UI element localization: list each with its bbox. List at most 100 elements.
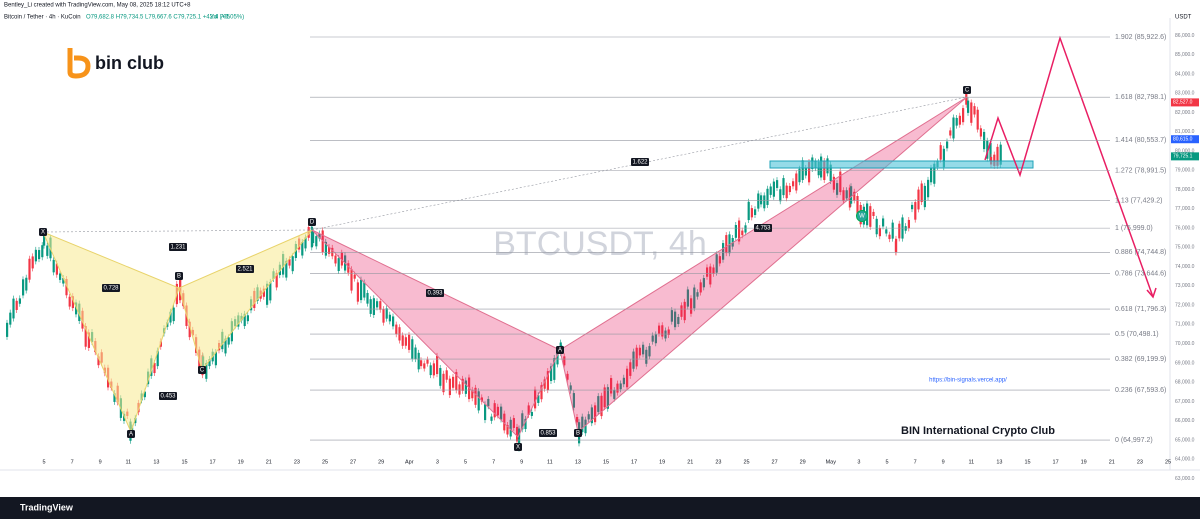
candle xyxy=(760,195,763,205)
candle xyxy=(885,229,888,234)
candle xyxy=(856,196,859,215)
candle xyxy=(895,238,898,253)
candle xyxy=(382,309,385,323)
projection xyxy=(984,35,1154,298)
candle xyxy=(792,181,795,187)
price-tick-label: 83,000.0 xyxy=(1175,91,1195,97)
candle xyxy=(728,234,731,254)
candle xyxy=(401,335,404,346)
candle xyxy=(417,352,420,370)
point-label: B xyxy=(576,431,580,437)
date-label: 29 xyxy=(800,459,806,465)
candle xyxy=(670,310,673,322)
url[interactable]: https://bin-signals.vercel.app/ xyxy=(929,378,1007,384)
candle xyxy=(512,418,515,428)
candle xyxy=(392,316,395,327)
candle xyxy=(779,189,782,202)
price-tick-label: 78,000.0 xyxy=(1175,187,1195,193)
candle xyxy=(442,373,445,393)
candle xyxy=(62,277,65,284)
point-box xyxy=(39,228,47,236)
candle xyxy=(227,337,230,345)
price-tick-label: 84,000.0 xyxy=(1175,71,1195,77)
date-label: Apr xyxy=(405,459,414,465)
candle xyxy=(315,236,318,247)
projection-arrow xyxy=(1146,287,1157,299)
price-tick-label: 71,000.0 xyxy=(1175,322,1195,328)
candle xyxy=(31,256,34,269)
candle xyxy=(801,160,804,181)
candle xyxy=(979,128,982,137)
date-label: 25 xyxy=(322,459,328,465)
candle xyxy=(490,416,493,421)
candle xyxy=(677,317,680,325)
candle xyxy=(546,371,549,391)
candle xyxy=(622,377,625,385)
candle xyxy=(318,233,321,239)
point-label: X xyxy=(41,230,45,236)
candle xyxy=(404,337,407,346)
date-label: May xyxy=(826,459,837,465)
candle xyxy=(741,230,744,236)
point-label: D xyxy=(310,220,315,226)
candle xyxy=(269,281,272,301)
logo: bin club xyxy=(95,53,164,73)
candle xyxy=(718,256,721,264)
credit: Bentley_Li created with TradingView.com,… xyxy=(4,3,191,9)
candle xyxy=(68,296,71,307)
candle xyxy=(328,247,331,254)
date-label: 21 xyxy=(1109,459,1115,465)
candle xyxy=(911,204,914,210)
candle xyxy=(651,335,654,342)
candle xyxy=(882,218,885,227)
candle xyxy=(214,351,217,366)
candle xyxy=(337,258,340,272)
candle xyxy=(600,395,603,417)
candle xyxy=(372,298,375,315)
butterfly-xab xyxy=(42,231,180,434)
candle xyxy=(999,144,1002,165)
date-label: 19 xyxy=(238,459,244,465)
candle xyxy=(452,376,455,388)
price-tick-label: 63,000.0 xyxy=(1175,476,1195,482)
price-tick-label: 68,000.0 xyxy=(1175,380,1195,386)
candle xyxy=(967,100,970,113)
candle xyxy=(291,256,294,272)
candle xyxy=(496,406,499,416)
candle xyxy=(530,411,533,416)
date-label: 3 xyxy=(857,459,860,465)
candle xyxy=(930,167,933,183)
point-box xyxy=(574,429,582,437)
candle xyxy=(474,387,477,405)
candle xyxy=(973,106,976,115)
point-box xyxy=(963,86,971,94)
candle xyxy=(619,383,622,390)
candle xyxy=(385,308,388,319)
candle xyxy=(722,243,725,260)
ratio-box xyxy=(426,289,444,297)
candle xyxy=(172,307,175,322)
candle xyxy=(955,117,958,126)
candle xyxy=(898,223,901,239)
candle xyxy=(550,366,553,382)
date-label: 7 xyxy=(914,459,917,465)
candle xyxy=(680,305,683,317)
candle xyxy=(59,273,62,280)
candle xyxy=(962,108,965,123)
candle xyxy=(15,300,18,310)
candle xyxy=(414,347,417,360)
candle xyxy=(340,252,343,266)
candle xyxy=(939,145,942,160)
candle xyxy=(246,315,249,322)
candle xyxy=(436,355,439,375)
candle xyxy=(169,311,172,323)
candle xyxy=(795,173,798,191)
candle xyxy=(690,298,693,314)
candle xyxy=(763,195,766,209)
date-label: 9 xyxy=(99,459,102,465)
price-tag xyxy=(1171,135,1199,144)
price-tick-label: 86,000.0 xyxy=(1175,33,1195,39)
candle xyxy=(626,368,629,388)
candle xyxy=(715,254,718,273)
candle xyxy=(445,370,448,380)
